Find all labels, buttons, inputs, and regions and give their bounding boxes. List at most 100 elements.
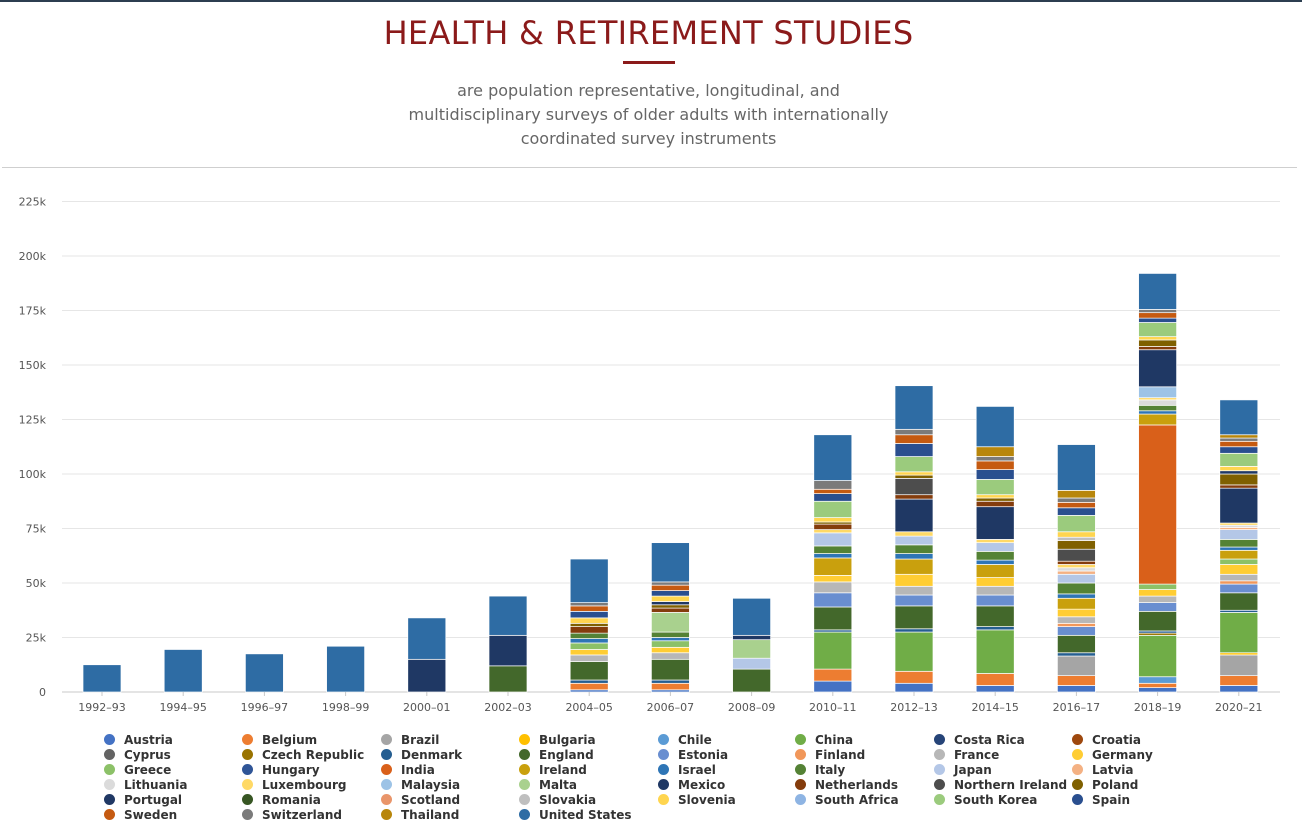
legend-item[interactable]: Ireland	[519, 762, 587, 777]
bar-segment	[1219, 592, 1259, 611]
bar-segment	[894, 494, 934, 500]
legend-item[interactable]: Romania	[242, 792, 321, 807]
legend-label: Bulgaria	[539, 732, 596, 747]
bar-segment	[1057, 582, 1096, 595]
legend-item[interactable]: Bulgaria	[519, 732, 596, 747]
legend-item[interactable]: Spain	[1072, 792, 1130, 807]
stacked-bar-chart: 0 25k 50k 75k 100k 125k 150k 175k 200k 225k 1992–9…	[19, 196, 1280, 714]
legend-swatch	[104, 749, 115, 760]
legend-label: Hungary	[262, 762, 320, 777]
legend-item[interactable]: Finland	[795, 747, 865, 762]
legend-item[interactable]: Estonia	[658, 747, 728, 762]
legend-item[interactable]: Denmark	[381, 747, 462, 762]
legend-item[interactable]: Chile	[658, 732, 712, 747]
bar-segment	[813, 517, 853, 523]
bar-segment	[1057, 497, 1096, 503]
legend-item[interactable]: China	[795, 732, 853, 747]
top-rule	[0, 0, 1302, 2]
legend-item[interactable]: Malta	[519, 777, 577, 792]
bar-segment	[813, 606, 853, 631]
y-tick-label: 175k	[19, 305, 47, 318]
legend-swatch	[658, 764, 669, 775]
legend-item[interactable]: Italy	[795, 762, 845, 777]
legend-item[interactable]: Sweden	[104, 807, 177, 822]
legend-label: Chile	[678, 732, 712, 747]
legend-item[interactable]: South Africa	[795, 792, 899, 807]
bar-segment	[732, 597, 771, 636]
legend-item[interactable]: Slovenia	[658, 792, 736, 807]
bar-segment	[813, 581, 853, 594]
bar-segment	[1138, 386, 1177, 399]
legend-item[interactable]: Brazil	[381, 732, 439, 747]
legend-item[interactable]: Japan	[934, 762, 992, 777]
legend-item[interactable]: Scotland	[381, 792, 460, 807]
bar-segment	[1219, 487, 1259, 524]
legend-item[interactable]: Costa Rica	[934, 732, 1025, 747]
legend-label: Italy	[815, 762, 846, 777]
legend-item[interactable]: Portugal	[104, 792, 182, 807]
bar-segment	[975, 446, 1015, 457]
bar-segment	[975, 539, 1015, 544]
legend-swatch	[381, 809, 392, 820]
legend-item[interactable]: Poland	[1072, 777, 1138, 792]
bar-segment	[1057, 501, 1096, 509]
legend-item[interactable]: Northern Ireland	[934, 777, 1067, 792]
legend-swatch	[519, 764, 530, 775]
legend-item[interactable]: Thailand	[381, 807, 459, 822]
bar-segment	[1219, 583, 1259, 594]
bar-segment	[813, 488, 853, 494]
x-tick-label: 2004–05	[565, 701, 613, 714]
bar-segment	[894, 385, 934, 430]
bar-segment	[1219, 654, 1259, 677]
legend-swatch	[242, 809, 253, 820]
bar-segment	[1057, 652, 1096, 657]
legend-item[interactable]: India	[381, 762, 435, 777]
bar-segment	[651, 590, 690, 597]
legend-item[interactable]: England	[519, 747, 594, 762]
bar-segment	[1219, 685, 1259, 693]
legend-item[interactable]: Croatia	[1072, 732, 1141, 747]
legend-swatch	[795, 764, 806, 775]
bar-segment	[1057, 655, 1096, 676]
legend-item[interactable]: Switzerland	[242, 807, 342, 822]
bar-segment	[975, 551, 1015, 561]
legend-item[interactable]: Hungary	[242, 762, 320, 777]
legend-label: Finland	[815, 747, 866, 762]
bar-segment	[894, 585, 934, 596]
legend-item[interactable]: Latvia	[1072, 762, 1134, 777]
legend-swatch	[1072, 734, 1083, 745]
legend-item[interactable]: Mexico	[658, 777, 725, 792]
legend-item[interactable]: Cyprus	[104, 747, 171, 762]
bar-segment	[1219, 564, 1259, 575]
legend-item[interactable]: France	[934, 747, 999, 762]
y-tick-label: 50k	[26, 577, 47, 590]
bar-segment	[1057, 567, 1096, 572]
bar-segment	[894, 670, 934, 684]
bar-segment	[569, 649, 609, 656]
bar-segment	[1138, 273, 1177, 310]
x-tick-label: 2006–07	[647, 701, 695, 714]
legend-item[interactable]: Czech Republic	[242, 747, 364, 762]
legend-item[interactable]: United States	[519, 807, 632, 822]
bar-segment	[1219, 580, 1259, 585]
bar-segment	[1219, 484, 1259, 489]
legend-item[interactable]: Austria	[104, 732, 173, 747]
bar-segment	[488, 634, 528, 667]
legend-item[interactable]: Israel	[658, 762, 716, 777]
legend-item[interactable]: Greece	[104, 762, 171, 777]
legend-item[interactable]: South Korea	[934, 792, 1037, 807]
legend-label: France	[954, 747, 1000, 762]
legend-item[interactable]: Netherlands	[795, 777, 898, 792]
bar-segment	[894, 535, 934, 546]
legend-swatch	[242, 779, 253, 790]
legend-item[interactable]: Lithuania	[104, 777, 187, 792]
bar-segment	[651, 542, 690, 583]
legend-item[interactable]: Slovakia	[519, 792, 596, 807]
legend-item[interactable]: Luxembourg	[242, 777, 346, 792]
legend-item[interactable]: Germany	[1072, 747, 1153, 762]
legend-item[interactable]: Belgium	[242, 732, 317, 747]
legend-swatch	[519, 734, 530, 745]
legend-item[interactable]: Malaysia	[381, 777, 460, 792]
bar-segment	[1057, 490, 1096, 499]
bar-segment	[1138, 634, 1177, 678]
